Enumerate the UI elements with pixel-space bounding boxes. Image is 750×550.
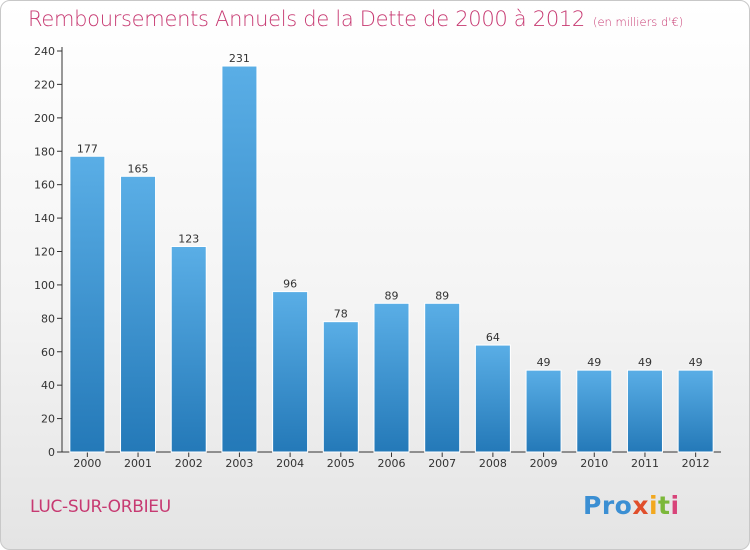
x-tick-label-2005: 2005 [327,457,355,470]
value-label-2012: 49 [689,356,703,369]
bar-2009 [525,369,562,453]
y-tick-label: 140 [34,212,55,225]
chart-title-text: Remboursements Annuels de la Dette de 20… [28,7,585,31]
y-tick-label: 0 [48,446,55,459]
y-tick-label: 80 [41,312,55,325]
x-tick-label-2007: 2007 [428,457,456,470]
x-tick-label-2010: 2010 [580,457,608,470]
commune-name: LUC-SUR-ORBIEU [30,497,171,517]
y-tick-label: 220 [34,78,55,91]
x-tick-label-2001: 2001 [124,457,152,470]
y-tick-label: 100 [34,279,55,292]
bar-2006 [373,302,410,453]
y-tick-label: 160 [34,179,55,192]
y-tick-label: 20 [41,413,55,426]
y-tick-label: 40 [41,379,55,392]
x-tick-label-2006: 2006 [378,457,406,470]
value-label-2007: 89 [435,289,449,302]
chart-title: Remboursements Annuels de la Dette de 20… [28,7,683,31]
value-label-2010: 49 [587,356,601,369]
x-tick-label-2000: 2000 [73,457,101,470]
value-label-2008: 64 [486,331,500,344]
y-tick-label: 120 [34,246,55,259]
x-tick-label-2009: 2009 [530,457,558,470]
value-label-2000: 177 [77,142,98,155]
y-tick-label: 180 [34,145,55,158]
x-tick-label-2002: 2002 [175,457,203,470]
chart-value-labels: 177 165 123 231 96 78 89 89 64 49 49 49 49 [77,52,703,369]
logo-part-3: i [648,491,659,520]
bar-2011 [626,369,663,453]
x-tick-label-2011: 2011 [631,457,659,470]
logo-part-4: t [658,491,671,520]
x-tick-label-2003: 2003 [225,457,253,470]
y-tick-label: 240 [34,45,55,58]
bar-2001 [120,175,157,453]
logo-part-1: Pro [583,491,633,520]
bar-2008 [474,344,511,453]
chart-bars [69,65,714,453]
bar-2002 [170,245,207,453]
logo-part-2: x [632,491,649,520]
chart-unit-label: (en milliers d'€) [593,15,684,29]
bar-2007 [424,302,461,453]
value-label-2001: 165 [128,162,149,175]
value-label-2011: 49 [638,356,652,369]
value-label-2004: 96 [283,278,297,291]
y-tick-label: 200 [34,112,55,125]
bar-2012 [677,369,714,453]
value-label-2009: 49 [537,356,551,369]
value-label-2002: 123 [178,232,199,245]
bar-2004 [272,291,309,453]
x-tick-label-2008: 2008 [479,457,507,470]
x-tick-label-2004: 2004 [276,457,304,470]
value-label-2006: 89 [385,289,399,302]
value-label-2003: 231 [229,52,250,65]
bar-2003 [221,65,258,453]
bar-2000 [69,155,106,453]
chart-axes: 0 20 40 60 80 100 120 140 160 180 200 220 240 2000 200… [34,45,721,470]
bar-2005 [322,321,359,453]
bar-2010 [576,369,613,453]
logo-part-5: i [670,491,680,520]
y-tick-label: 60 [41,346,55,359]
value-label-2005: 78 [334,308,348,321]
proxiti-logo[interactable]: Proxiti [583,491,680,520]
x-tick-label-2012: 2012 [682,457,710,470]
